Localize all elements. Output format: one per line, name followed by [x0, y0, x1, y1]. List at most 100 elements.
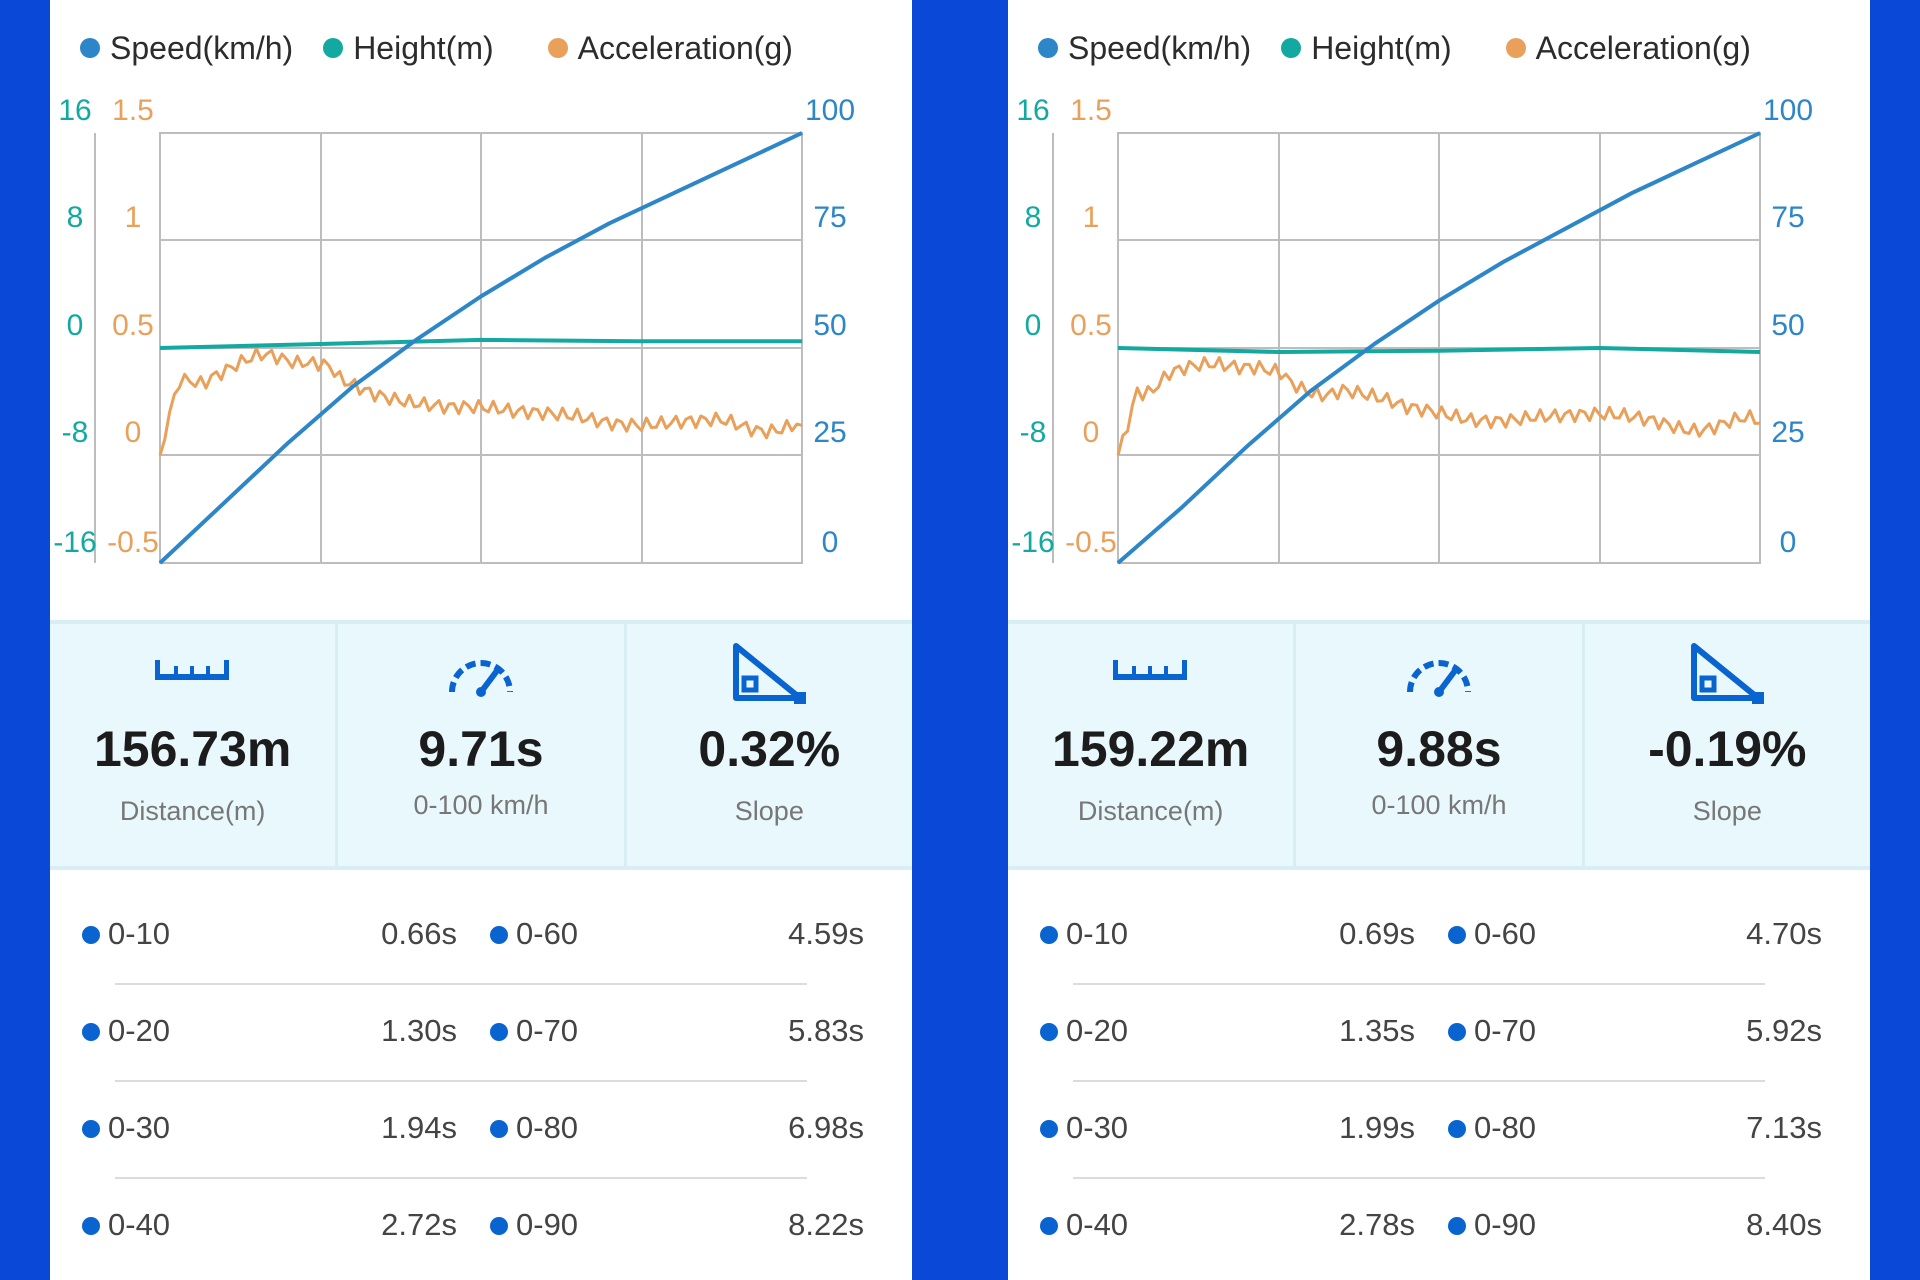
split-label: 0-80 [516, 1110, 579, 1145]
row-divider [1073, 1177, 1765, 1179]
split-dot [1040, 1023, 1058, 1041]
split-label: 0-60 [516, 916, 579, 951]
split-dot [1448, 926, 1466, 944]
split-row: 0-30 1.94s 0-80 6.98s [50, 1082, 912, 1179]
split-label: 0-40 [108, 1207, 171, 1242]
distance-value: 156.73m [93, 721, 292, 777]
row-divider [1073, 983, 1765, 985]
split-time: 4.59s [788, 916, 864, 951]
split-row: 0-40 2.78s 0-90 8.40s [1008, 1179, 1870, 1276]
distance-value: 159.22m [1051, 721, 1250, 777]
height-legend-dot [1281, 38, 1302, 58]
speed-tick: 75 [813, 201, 846, 234]
chart-series [158, 131, 803, 565]
height-tick: 0 [1025, 309, 1042, 342]
accel-tick: 1.5 [1070, 94, 1112, 127]
split-time: 1.94s [381, 1110, 457, 1145]
split-time: 0.69s [1339, 916, 1415, 951]
height-series-line [1117, 346, 1761, 354]
split-time: 7.13s [1746, 1110, 1822, 1145]
split-dot [1448, 1217, 1466, 1235]
split-dot [1040, 1217, 1058, 1235]
split-dot [1040, 926, 1058, 944]
split-dot [490, 926, 508, 944]
accel-tick: 1 [1083, 201, 1100, 234]
legend-speed[interactable]: Speed(km/h) [1038, 30, 1251, 67]
split-row: 0-10 0.66s 0-60 4.59s [50, 888, 912, 985]
split-time: 1.35s [1339, 1013, 1415, 1048]
speed-tick: 100 [805, 94, 855, 127]
height-tick: 0 [67, 309, 84, 342]
split-time: 5.92s [1746, 1013, 1822, 1048]
height-tick: 8 [67, 201, 84, 234]
slope-stat: -0.19% Slope [1585, 624, 1870, 866]
split-row: 0-20 1.30s 0-70 5.83s [50, 985, 912, 1082]
legend-acceleration[interactable]: Acceleration(g) [1505, 30, 1751, 67]
slope-value: -0.19% [1648, 721, 1807, 777]
height-tick: -16 [1011, 526, 1054, 559]
legend-height[interactable]: Height(m) [323, 29, 494, 67]
run-panel-left: Speed(km/h) Height(m) Acceleration(g) 1 6… [50, 0, 912, 1280]
chart-legend: Speed(km/h) Height(m) Acceleration(g) [80, 28, 823, 68]
speed-chart: 16 8 0 -8 -16 1.5 1 0.5 0 -0.5 100 75 50… [53, 94, 855, 565]
accel-tick: 0.5 [1070, 309, 1112, 342]
slope-icon [1691, 643, 1765, 704]
split-dot [82, 1120, 100, 1138]
split-label: 0-30 [1066, 1110, 1129, 1145]
speed-series-line [158, 131, 803, 565]
split-label: 0-10 [108, 916, 171, 951]
speed-tick: 25 [1771, 416, 1804, 449]
acceleration-legend-dot [1505, 38, 1526, 58]
slope-label: Slope [734, 796, 804, 826]
accel-tick: 0 [1083, 416, 1100, 449]
slope-label: Slope [1692, 796, 1762, 826]
split-dot [490, 1217, 508, 1235]
split-dot [82, 1023, 100, 1041]
legend-speed-label: Speed(km/h) [1068, 29, 1252, 66]
time-label: 0-100 km/h [1371, 790, 1507, 820]
split-label: 0-40 [1066, 1207, 1129, 1242]
split-row: 0-20 1.35s 0-70 5.92s [1008, 985, 1870, 1082]
height-legend-dot [323, 38, 344, 58]
acceleration-legend-dot [547, 38, 568, 58]
legend-height[interactable]: Height(m) [1281, 30, 1452, 67]
split-label: 0-10 [1066, 916, 1129, 951]
row-divider [115, 1177, 807, 1179]
split-time: 5.83s [788, 1013, 864, 1048]
accel-tick: 1 [125, 201, 142, 234]
height-series-line [159, 337, 802, 350]
split-time: 0.66s [381, 916, 457, 951]
accel-tick: 0 [125, 416, 142, 449]
row-divider [115, 1080, 807, 1082]
legend-acceleration[interactable]: Acceleration(g) [547, 29, 793, 67]
speedometer-icon [1406, 660, 1471, 697]
split-times: 0-10 0.66s 0-60 4.59s 0-20 1.30s 0-70 5.… [50, 888, 912, 1276]
ruler-icon [1112, 660, 1187, 680]
speed-tick: 25 [813, 416, 846, 449]
speed-chart: 16 8 0 -8 -16 1.5 1 0.5 0 -0.5 100 75 50… [1011, 94, 1813, 565]
time-stat: 9.71s 0-100 km/h [338, 624, 627, 866]
distance-label: Distance(m) [119, 796, 266, 826]
speed-tick: 0 [822, 526, 839, 559]
legend-acceleration-label: Acceleration(g) [577, 29, 793, 66]
height-tick: -8 [1020, 416, 1047, 449]
row-divider [115, 983, 807, 985]
legend-height-label: Height(m) [353, 29, 494, 66]
accel-tick: 1.5 [112, 94, 154, 127]
legend-speed[interactable]: Speed(km/h) [80, 30, 293, 67]
accel-tick: 0.5 [112, 309, 154, 342]
height-tick: 8 [1025, 201, 1042, 234]
time-label: 0-100 km/h [413, 790, 549, 820]
height-tick: -8 [62, 416, 89, 449]
split-time: 6.98s [788, 1110, 864, 1145]
split-row: 0-10 0.69s 0-60 4.70s [1008, 888, 1870, 985]
speed-tick: 0 [1780, 526, 1797, 559]
speed-legend-dot [1038, 38, 1058, 58]
split-time: 8.22s [788, 1207, 864, 1242]
distance-label: Distance(m) [1077, 796, 1224, 826]
speedometer-icon [448, 660, 513, 697]
slope-icon [733, 643, 807, 704]
row-divider [1073, 1080, 1765, 1082]
height-tick: 16 [1016, 94, 1049, 127]
split-times: 0-10 0.69s 0-60 4.70s 0-20 1.35s 0-70 5.… [1008, 888, 1870, 1276]
